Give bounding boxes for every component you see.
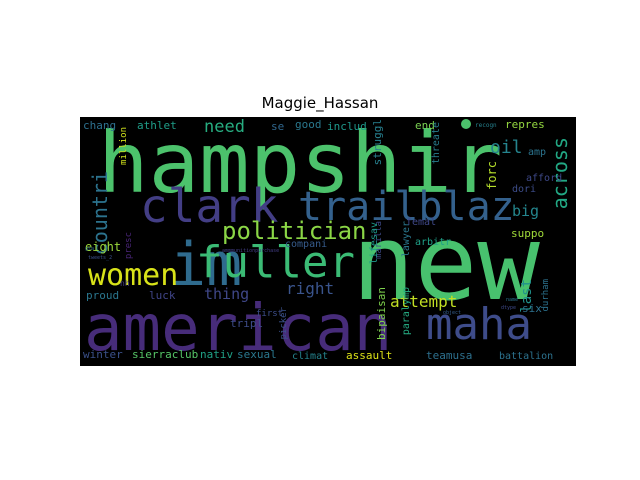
cloud-word: amp xyxy=(528,147,547,158)
cloud-word: hampshir xyxy=(98,117,503,212)
cloud-word: durham xyxy=(541,279,551,312)
cloud-word: picker xyxy=(279,307,289,340)
cloud-word: american xyxy=(84,292,393,366)
cloud-word: new xyxy=(352,202,540,324)
cloud-word: repres xyxy=(505,118,545,131)
cloud-word: recogn xyxy=(475,122,497,129)
cloud-word: climat xyxy=(292,351,329,362)
cloud-word: assault xyxy=(346,349,393,362)
cloud-word: dori xyxy=(512,184,537,195)
cloud-word: dtype xyxy=(501,305,517,311)
cloud-word: proud xyxy=(86,289,120,302)
cloud-word: end xyxy=(415,119,435,132)
cloud-word: maha xyxy=(426,299,532,350)
cloud-word: bipaisan xyxy=(375,287,388,340)
cloud-word: presc xyxy=(124,232,134,260)
cloud-word: million xyxy=(119,127,129,165)
cloud-word: teamusa xyxy=(426,349,473,362)
cloud-word: struggl xyxy=(371,119,384,166)
cloud-word: ammmunitionpurchase xyxy=(222,248,280,254)
cloud-word: paralymp xyxy=(401,287,412,336)
cloud-word: oil xyxy=(490,137,523,158)
cloud-word: compani xyxy=(285,239,328,250)
word-cloud: hampshir new american im clark trailblaz fulle… xyxy=(80,117,576,366)
cloud-word: chang xyxy=(83,119,117,132)
cloud-word: nh xyxy=(120,279,130,288)
cloud-word: includ xyxy=(327,120,367,133)
cloud-word: forc xyxy=(485,161,499,190)
cloud-word: battalion xyxy=(499,351,554,362)
chart-title: Maggie_Hassan xyxy=(261,94,379,112)
cloud-word: luck xyxy=(149,289,176,302)
cloud-word: women xyxy=(88,258,179,293)
cloud-word: big xyxy=(512,202,540,220)
cloud-word: name xyxy=(506,297,519,303)
cloud-word: lifesav xyxy=(369,222,380,265)
dot-icon xyxy=(461,119,471,129)
cloud-word: six xyxy=(522,302,542,315)
cloud-word: sexual xyxy=(237,348,277,361)
cloud-word: first xyxy=(256,309,284,319)
cloud-word: gra xyxy=(85,246,95,252)
cloud-word: tweets_2 xyxy=(88,255,113,261)
cloud-word: good xyxy=(295,118,322,131)
cloud-word: sierraclub xyxy=(132,348,199,361)
cloud-word: eight xyxy=(85,240,122,254)
cloud-word: clark xyxy=(140,179,279,233)
cloud-word: attempt xyxy=(390,292,458,311)
cloud-word: threate xyxy=(431,122,442,165)
cloud-word: tripl xyxy=(230,317,264,330)
cloud-word: suppo xyxy=(511,227,545,240)
cloud-word: right xyxy=(286,279,335,298)
cloud-word: arbitr xyxy=(415,237,452,248)
cloud-word: nativ xyxy=(200,348,234,361)
cloud-word: object xyxy=(443,310,462,316)
cloud-word: athlet xyxy=(137,119,177,132)
cloud-word: se xyxy=(271,120,285,133)
cloud-word: trailblaz xyxy=(298,184,515,230)
cloud-word: winter xyxy=(83,348,123,361)
cloud-word: need xyxy=(204,117,245,137)
cloud-word: fuller xyxy=(196,237,355,288)
cloud-word: im xyxy=(170,230,243,300)
cloud-word: femal xyxy=(406,217,437,228)
cloud-word: politician xyxy=(222,217,367,245)
cloud-word: thing xyxy=(204,285,250,303)
cloud-word: afford xyxy=(526,173,563,184)
